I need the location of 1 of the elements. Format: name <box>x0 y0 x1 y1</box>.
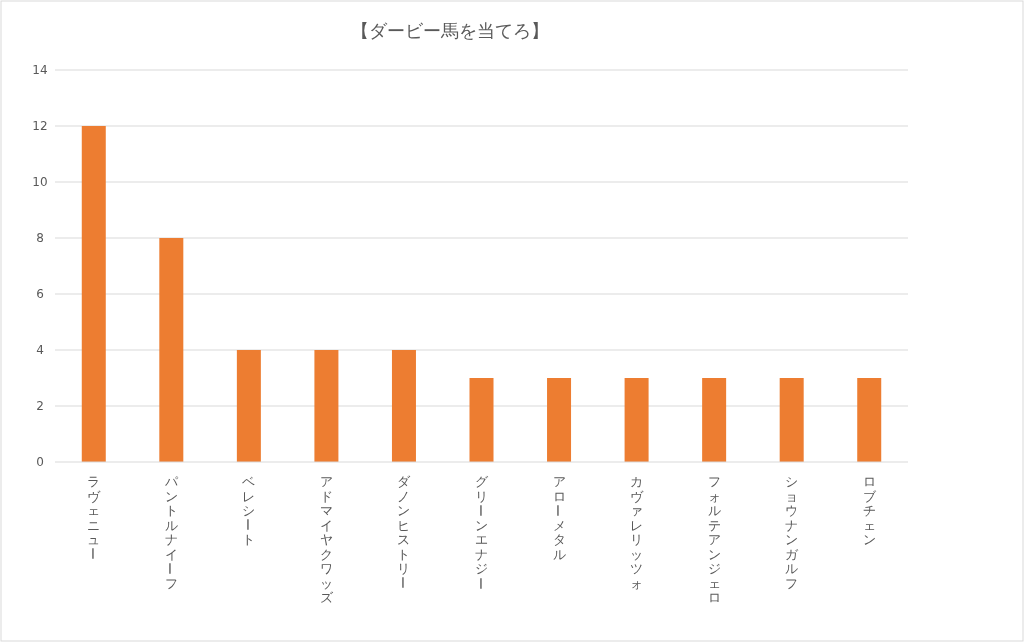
title: 【ダービー馬を当てろ】 <box>351 20 549 41</box>
